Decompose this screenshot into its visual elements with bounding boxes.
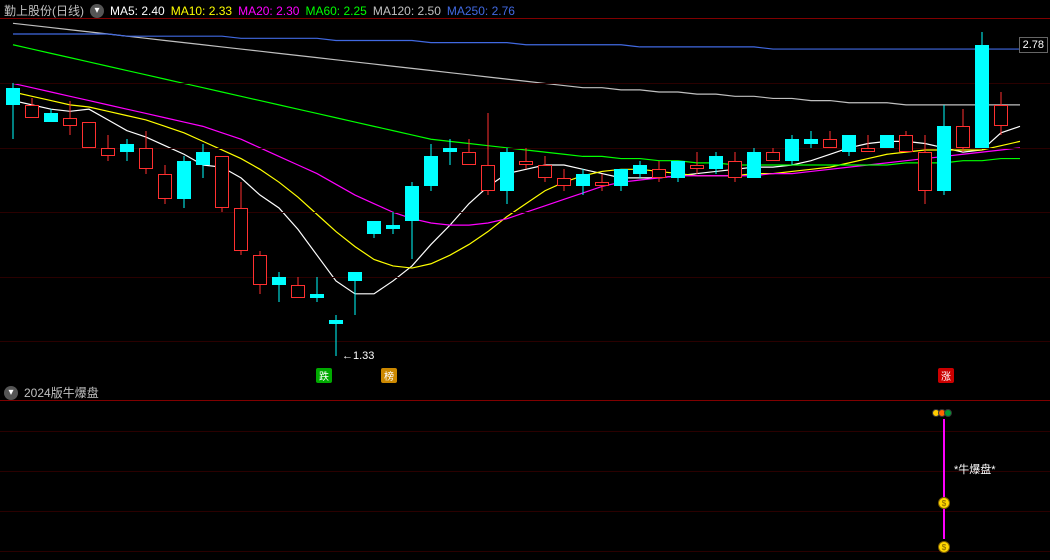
signal-line	[943, 419, 945, 539]
badge-zhang: 涨	[938, 368, 954, 383]
signal-dots-icon	[934, 409, 952, 417]
grid-line	[0, 83, 1050, 84]
ma-legend-item: MA250: 2.76	[447, 4, 515, 18]
ma-legend-item: MA20: 2.30	[238, 4, 299, 18]
ma-line-ma120	[13, 23, 1020, 105]
coin-icon: $	[938, 541, 950, 553]
main-chart-header: 勤上股份(日线) ▾ MA5: 2.40 MA10: 2.33 MA20: 2.30…	[4, 2, 521, 19]
grid-line	[0, 511, 1050, 512]
sub-title: 2024版牛爆盘	[24, 384, 99, 401]
ma-overlay	[0, 19, 1050, 384]
ma-line-ma250	[13, 34, 1020, 49]
signal-label: *牛爆盘*	[954, 461, 996, 477]
ma-legend: MA5: 2.40 MA10: 2.33 MA20: 2.30 MA60: 2.25 M…	[110, 4, 521, 18]
coin-icon: $	[938, 497, 950, 509]
ma-legend-item: MA60: 2.25	[305, 4, 366, 18]
indicator-chart[interactable]: *牛爆盘* $ $	[0, 400, 1050, 558]
grid-line	[0, 212, 1050, 213]
candlestick-chart[interactable]: 2.78 ←1.33 跌 榜 涨	[0, 18, 1050, 383]
stock-title: 勤上股份(日线)	[4, 2, 84, 19]
grid-line	[0, 431, 1050, 432]
ma-legend-item: MA120: 2.50	[373, 4, 441, 18]
ma-legend-item: MA10: 2.33	[171, 4, 232, 18]
ma-line-ma20	[13, 83, 1020, 225]
current-price-label: 2.78	[1019, 37, 1048, 53]
badge-bang: 榜	[381, 368, 397, 383]
sub-expand-toggle-icon[interactable]: ▾	[4, 386, 18, 400]
badge-die: 跌	[316, 368, 332, 383]
sub-chart-header: ▾ 2024版牛爆盘	[4, 384, 99, 401]
expand-toggle-icon[interactable]: ▾	[90, 4, 104, 18]
grid-line	[0, 471, 1050, 472]
grid-line	[0, 551, 1050, 552]
grid-line	[0, 341, 1050, 342]
ma-legend-item: MA5: 2.40	[110, 4, 165, 18]
grid-line	[0, 277, 1050, 278]
low-price-annotation: ←1.33	[342, 350, 374, 362]
